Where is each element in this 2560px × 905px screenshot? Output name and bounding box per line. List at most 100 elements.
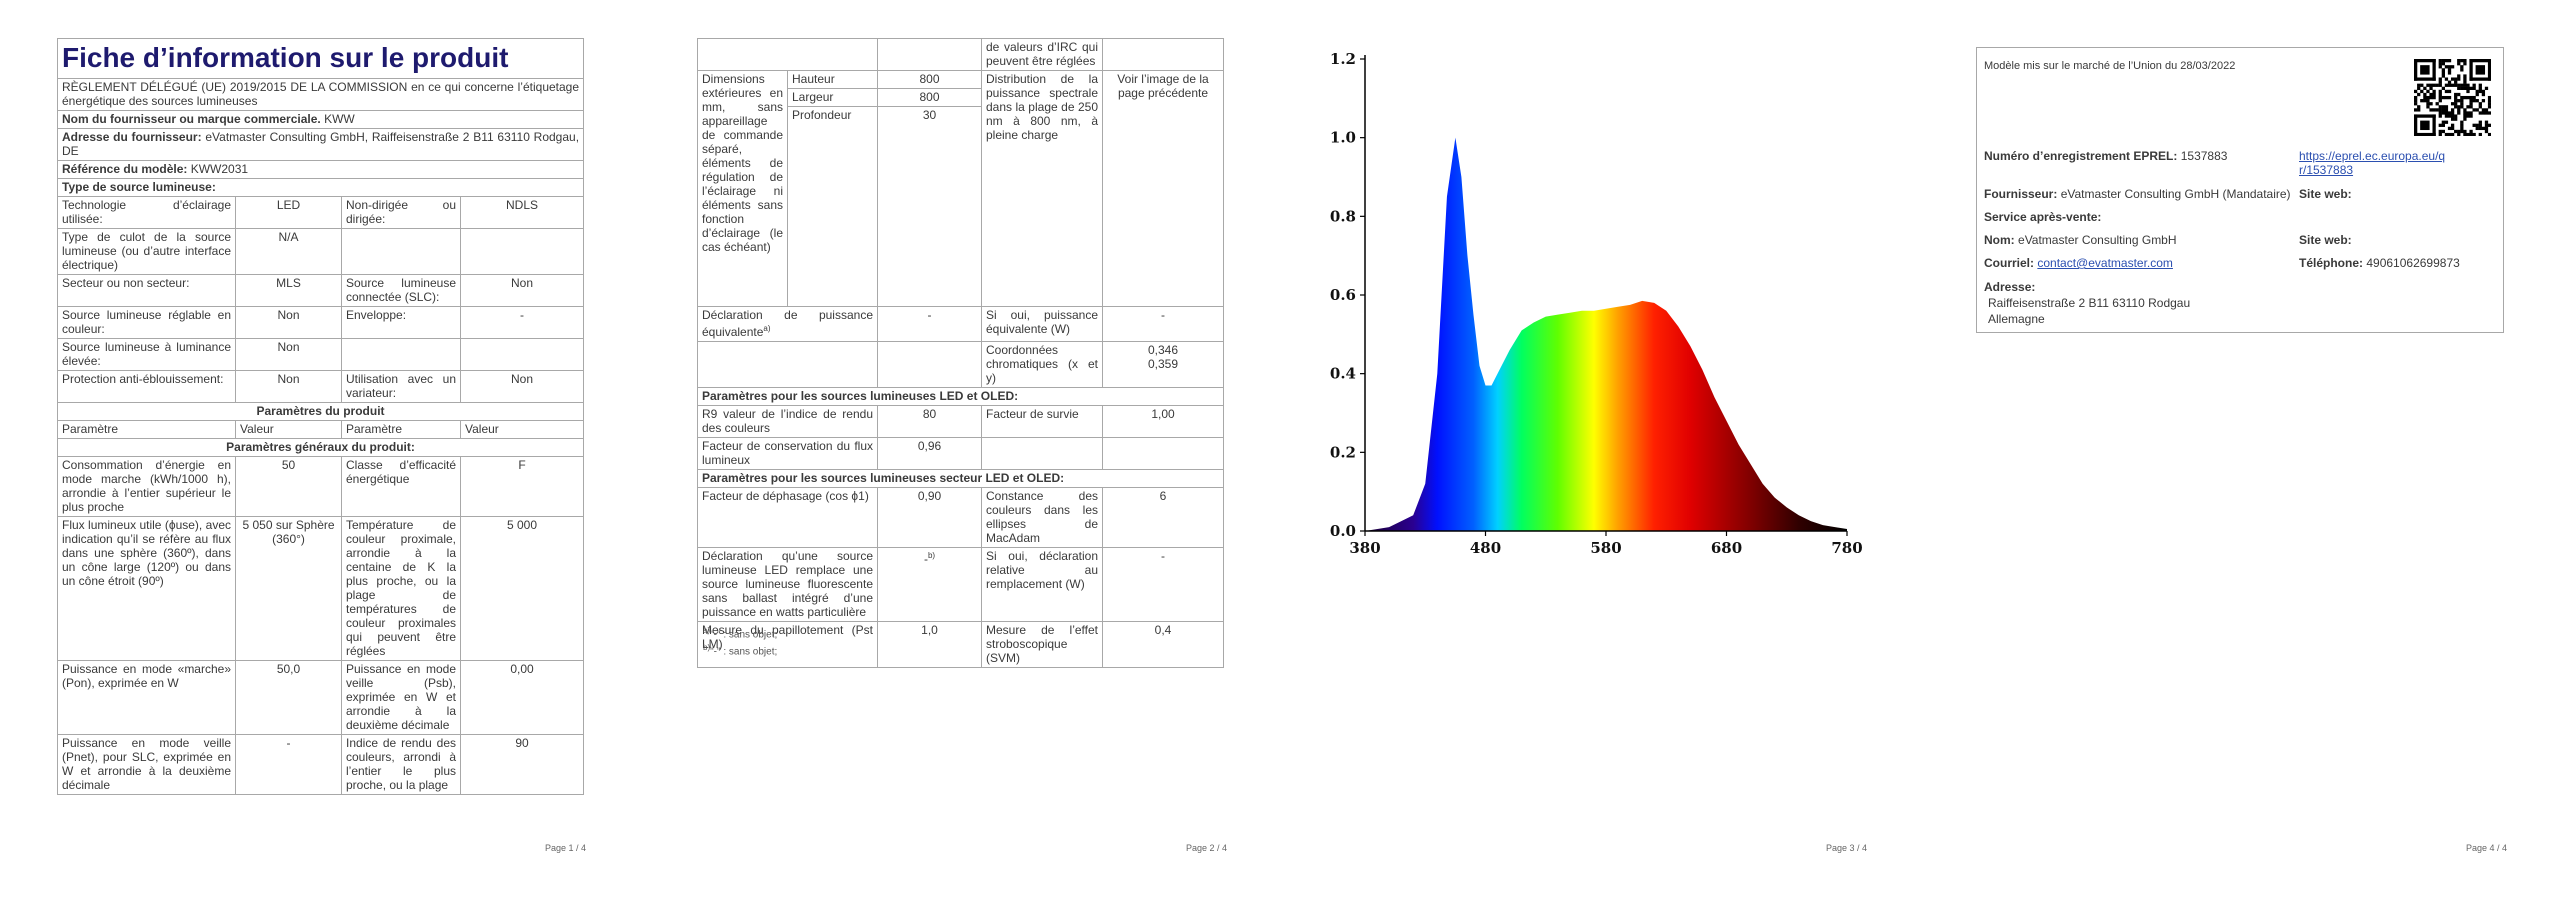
- text: 0,359: [1147, 357, 1179, 371]
- qr-module: [2466, 105, 2470, 109]
- y-tick-label: 1.2: [1330, 50, 1356, 68]
- qr-module: [2438, 132, 2442, 136]
- table-cell: Puissance en mode «marche» (Pon), exprim…: [57, 660, 236, 735]
- qr-module: [2466, 86, 2470, 90]
- text: a): [763, 324, 771, 333]
- table-cell: Paramètres pour les sources lumineuses s…: [697, 469, 1224, 488]
- qr-module: [2435, 108, 2439, 112]
- qr-module: [2454, 114, 2458, 118]
- qr-module: [2478, 120, 2482, 124]
- table-cell: Enveloppe:: [341, 306, 461, 339]
- table-cell: [697, 38, 878, 71]
- qr-module: [2441, 95, 2445, 100]
- table-cell: Non-dirigée ou dirigée:: [341, 196, 461, 229]
- qr-module: [2475, 89, 2479, 94]
- qr-module: [2469, 95, 2473, 100]
- qr-module: [2487, 105, 2491, 109]
- text: "-" : sans objet;: [710, 629, 778, 641]
- table-cell: 80: [877, 405, 982, 438]
- page-footer: Page 4 / 4: [2466, 843, 2508, 853]
- table-row: RÈGLEMENT DÉLÉGUÉ (UE) 2019/2015 DE LA C…: [57, 78, 584, 111]
- table-row: Type de source lumineuse:: [57, 178, 584, 197]
- qr-module: [2457, 77, 2461, 81]
- table-cell: 1,0: [877, 621, 982, 668]
- qr-module: [2441, 71, 2445, 75]
- qr-module: [2414, 132, 2436, 136]
- text: Paramètres du produit Paramètre Valeur Par…: [57, 402, 584, 457]
- qr-module: [2441, 120, 2445, 124]
- table-cell: -: [459, 306, 584, 339]
- table-cell: Flux lumineux utile (ϕuse), avec indicat…: [57, 516, 236, 661]
- table-cell: Si oui, déclaration relative au remplace…: [981, 547, 1103, 622]
- qr-module: [2484, 108, 2489, 112]
- qr-module: [2429, 95, 2433, 100]
- qr-module: [2429, 108, 2433, 112]
- table-cell: Adresse du fournisseur: eVatmaster Consu…: [57, 128, 584, 161]
- qr-module: [2475, 92, 2479, 97]
- table-row: Flux lumineux utile (ϕuse), avec indicat…: [57, 516, 584, 661]
- field-label: Nom:: [1984, 233, 2015, 247]
- eprel-link[interactable]: https://eprel.ec.europa.eu/qr/1537883: [2299, 149, 2446, 177]
- table-cell: [877, 38, 982, 71]
- table-cell: -: [1102, 547, 1224, 622]
- qr-module: [2447, 80, 2452, 84]
- table-cell: 0,00: [459, 660, 584, 735]
- field-label: Numéro d’enregistrement EPREL:: [1984, 149, 2178, 163]
- qr-module: [2475, 123, 2479, 127]
- qr-module: [2472, 123, 2476, 127]
- qr-module: [2438, 62, 2442, 66]
- qr-module: [2469, 99, 2473, 103]
- qr-module: [2478, 83, 2482, 87]
- qr-module: [2478, 86, 2482, 90]
- qr-module: [2420, 99, 2424, 103]
- qr-module: [2423, 92, 2427, 97]
- qr-module: [2438, 59, 2442, 63]
- qr-module: [2438, 111, 2442, 115]
- qr-module: [2469, 129, 2473, 134]
- qr-module: [2463, 111, 2467, 115]
- text: b): [703, 643, 711, 653]
- text: "-" : sans objet;: [710, 646, 778, 658]
- qr-module: [2460, 86, 2464, 90]
- table-row: Largeur 800: [698, 88, 1224, 107]
- qr-module: [2460, 123, 2464, 127]
- qr-module: [2454, 77, 2458, 81]
- qr-module: [2454, 105, 2458, 109]
- qr-module: [2414, 59, 2436, 63]
- text: Téléphone: 49061062699873: [2299, 256, 2460, 270]
- qr-module: [2454, 95, 2458, 100]
- table-cell: Paramètres généraux du produit:: [57, 438, 584, 457]
- qr-module: [2466, 83, 2470, 87]
- qr-module: [2481, 126, 2486, 131]
- qr-module: [2429, 83, 2433, 87]
- qr-module: [2469, 59, 2491, 63]
- table-cell: Non: [235, 306, 342, 339]
- qr-module: [2432, 92, 2436, 97]
- table-cell: Paramètre: [341, 420, 461, 439]
- qr-module: [2447, 111, 2452, 115]
- qr-module: [2441, 111, 2445, 115]
- text: Allemagne: [1988, 312, 2045, 326]
- qr-module: [2444, 132, 2449, 136]
- qr-module: [2426, 95, 2430, 100]
- qr-module: [2487, 95, 2491, 100]
- qr-module: [2454, 102, 2458, 106]
- qr-module: [2441, 108, 2445, 112]
- qr-module: [2414, 59, 2418, 81]
- qr-module: [2438, 83, 2442, 87]
- table-cell: Largeur: [787, 88, 878, 107]
- table-row: Paramètres pour les sources lumineuses L…: [697, 387, 1224, 406]
- email-link[interactable]: contact@evatmaster.com: [2037, 256, 2173, 270]
- qr-module: [2432, 83, 2436, 87]
- table-cell: 0,4: [1102, 621, 1224, 668]
- qr-module: [2423, 86, 2427, 90]
- y-tick-label: 0.6: [1330, 286, 1356, 304]
- qr-module: [2450, 126, 2455, 131]
- table-cell: R9 valeur de l’indice de rendu des coule…: [697, 405, 878, 438]
- text: Fournisseur: eVatmaster Consulting GmbH …: [1984, 187, 2291, 201]
- table-cell: Type de source lumineuse:: [57, 178, 584, 197]
- qr-module: [2481, 92, 2486, 97]
- qr-module: [2463, 86, 2467, 90]
- qr-module: [2417, 108, 2421, 112]
- qr-module: [2438, 80, 2442, 84]
